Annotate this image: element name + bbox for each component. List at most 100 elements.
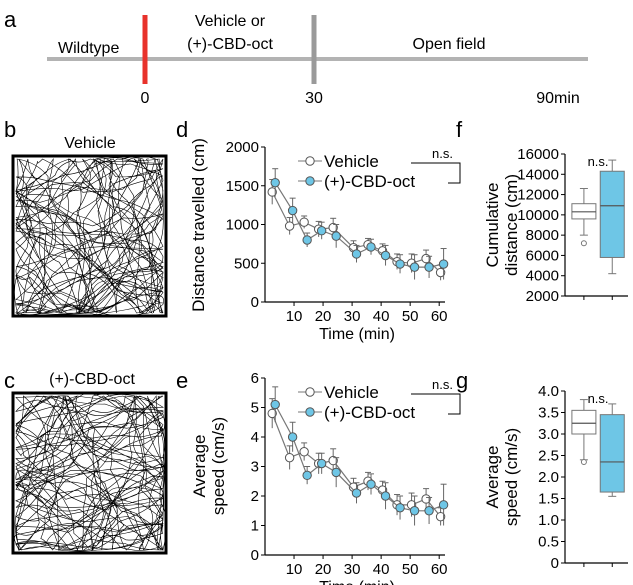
- y-axis-label-line: distance (cm): [502, 174, 521, 276]
- legend-label-cbd: (+)-CBD-oct: [324, 172, 415, 191]
- significance-label: n.s.: [432, 146, 453, 161]
- data-point: [328, 455, 338, 466]
- panel-letter-e: e: [176, 368, 188, 393]
- data-point: [316, 226, 327, 236]
- data-point: [435, 267, 446, 278]
- chart-cumulative-distance: 2000 4000 6000 8000 10000 12000 14000 16000 n.s.…: [483, 146, 628, 305]
- x-tick-label: 50: [402, 308, 419, 325]
- data-point: [438, 259, 449, 269]
- data-point: [328, 222, 338, 233]
- x-tick-label: 40: [373, 561, 390, 578]
- data-point: [270, 177, 280, 188]
- y-tick-label: 0: [251, 547, 259, 564]
- chart-average-speed-box: 0 0.5 1.0 1.5 2.0 2.5 3.0 3.5 4.0 n.s. Averagespee…: [483, 383, 628, 572]
- data-point: [395, 503, 405, 513]
- y-tick-label: 1.5: [538, 491, 559, 508]
- y-tick-label: 4: [251, 429, 259, 446]
- x-axis-label: Time (min): [319, 326, 395, 343]
- x-tick-label: 40: [373, 308, 390, 325]
- data-point: [267, 408, 277, 419]
- data-point: [351, 488, 362, 498]
- y-tick-label: 16000: [517, 146, 559, 163]
- y-tick-label: 3.5: [538, 405, 559, 422]
- y-tick-label: 3.0: [538, 426, 559, 443]
- data-point: [302, 235, 312, 245]
- x-tick-label: 30: [344, 561, 361, 578]
- y-tick-label: 0: [251, 294, 259, 311]
- y-axis-label-line: speed (cm/s): [502, 428, 521, 526]
- x-tick-label: 20: [315, 561, 332, 578]
- trajectory-path: [14, 393, 167, 552]
- y-axis-label: Cumulativedistance (cm): [483, 174, 521, 276]
- panel-letter-f: f: [456, 117, 463, 142]
- chart-average-speed: 0 1 2 3 4 5 6 10 20 30 40 50 60 Time (min) Vehicle(+)-…: [190, 370, 461, 585]
- x-axis-label: Time (min): [319, 579, 395, 585]
- y-tick-label: 5: [251, 400, 259, 417]
- y-tick-label: 2.0: [538, 469, 559, 486]
- x-tick-label: 30: [344, 308, 361, 325]
- timeline-tick-30: 30: [305, 90, 323, 107]
- y-tick-label: 2000: [526, 288, 559, 305]
- x-tick-label: 60: [431, 308, 448, 325]
- significance-label: n.s.: [432, 377, 453, 392]
- panel-letter-c: c: [4, 368, 15, 393]
- data-point: [366, 479, 376, 489]
- y-tick-label: 3: [251, 459, 259, 476]
- y-tick-label: 2.5: [538, 448, 559, 465]
- data-point: [351, 249, 362, 259]
- y-tick-label: 0: [551, 555, 559, 572]
- y-tick-label: 2: [251, 488, 259, 505]
- data-point: [287, 432, 298, 442]
- trajectory-cbd: [11, 391, 168, 555]
- data-point: [438, 500, 449, 510]
- data-point: [435, 511, 446, 522]
- data-point: [299, 447, 309, 457]
- y-axis-label-line: Distance travelled (cm): [189, 138, 208, 312]
- chart-distance-travelled: 0 500 1000 1500 2000 10 20 30 40 50 60 Time (min) Ve…: [189, 138, 461, 343]
- data-point: [424, 506, 434, 516]
- y-tick-label: 12000: [517, 187, 559, 204]
- legend-marker-vehicle: [305, 387, 315, 397]
- y-tick-label: 4.0: [538, 383, 559, 400]
- y-tick-label: 1.0: [538, 512, 559, 529]
- timeline-segment-treatment-line1: Vehicle or: [195, 13, 266, 30]
- outlier: [580, 458, 587, 465]
- y-tick-label: 6: [251, 370, 259, 387]
- x-tick-label: 60: [431, 561, 448, 578]
- legend-label-vehicle: Vehicle: [324, 383, 379, 402]
- data-point: [284, 221, 295, 231]
- legend-marker-cbd: [305, 176, 315, 186]
- data-point: [424, 262, 434, 272]
- timeline-segment-treatment-line2: (+)-CBD-oct: [187, 36, 273, 53]
- panel-letter-b: b: [4, 117, 16, 142]
- y-axis-label: Averagespeed (cm/s): [483, 428, 521, 526]
- timeline-tick-0: 0: [141, 90, 150, 107]
- y-tick-label: 10000: [517, 207, 559, 224]
- y-tick-label: 1000: [226, 217, 259, 234]
- y-axis-label-line: speed (cm/s): [209, 417, 228, 515]
- x-tick-label: 50: [402, 561, 419, 578]
- legend-marker-cbd: [305, 407, 315, 417]
- y-axis-label-line: Average: [190, 434, 209, 497]
- legend-label-cbd: (+)-CBD-oct: [324, 403, 415, 422]
- data-point: [284, 452, 295, 463]
- significance-bracket: [411, 162, 461, 184]
- y-tick-label: 2000: [226, 139, 259, 156]
- legend-label-vehicle: Vehicle: [324, 152, 379, 171]
- y-tick-label: 0.5: [538, 534, 559, 551]
- data-point: [331, 231, 341, 241]
- box-body: [571, 409, 597, 435]
- significance-label: n.s.: [588, 391, 609, 406]
- significance-bracket: [411, 393, 461, 415]
- x-tick-label: 10: [286, 561, 303, 578]
- box-body: [599, 414, 625, 493]
- data-point: [287, 205, 298, 216]
- panel-letter-d: d: [176, 117, 188, 142]
- box-body: [599, 170, 625, 258]
- data-point: [302, 470, 312, 481]
- y-tick-label: 4000: [526, 268, 559, 285]
- data-point: [299, 217, 309, 227]
- data-point: [270, 399, 280, 410]
- y-tick-label: 14000: [517, 166, 559, 183]
